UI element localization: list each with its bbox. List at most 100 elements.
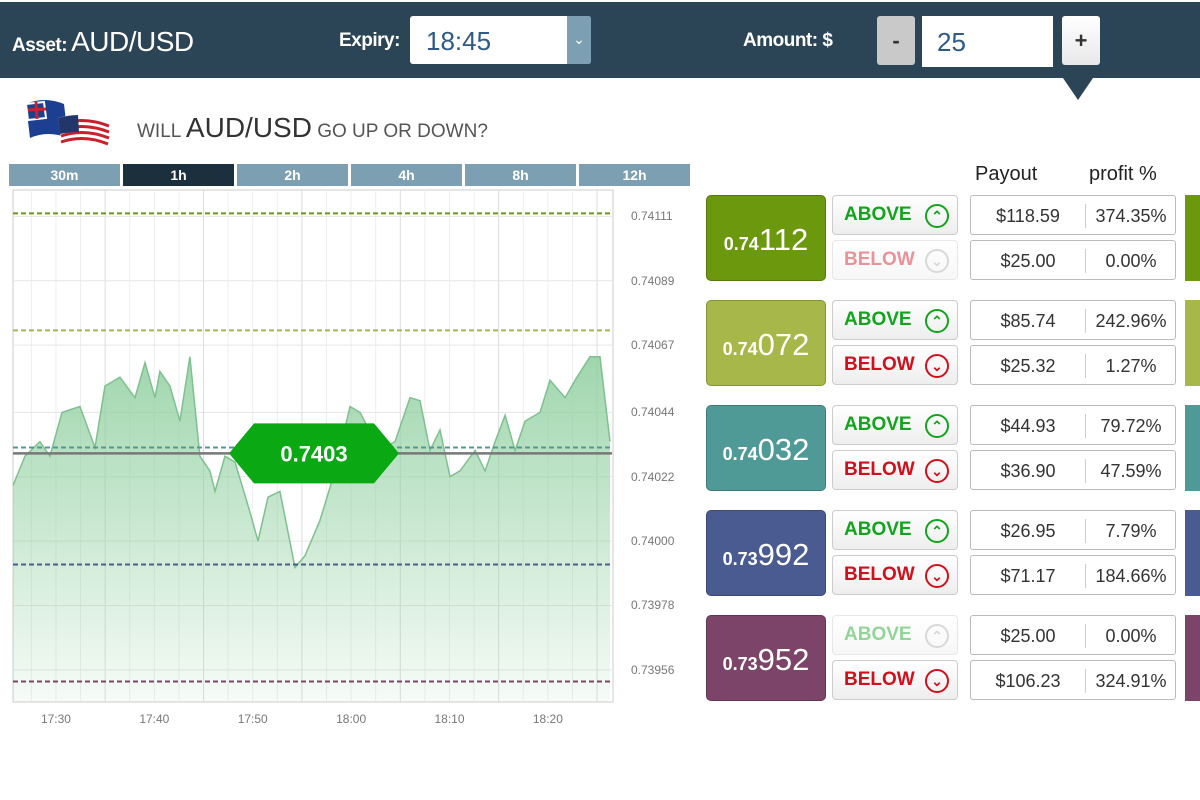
above-label: ABOVE bbox=[844, 414, 912, 435]
chevron-down-circle-icon: ⌄ bbox=[925, 669, 949, 693]
above-button[interactable]: ABOVE ⌃ bbox=[832, 615, 958, 655]
below-label: BELOW bbox=[844, 669, 915, 690]
profit-value: 0.00% bbox=[1105, 626, 1157, 646]
profit-value: 374.35% bbox=[1095, 206, 1167, 226]
below-label: BELOW bbox=[844, 249, 915, 270]
level-color-strip bbox=[1185, 510, 1200, 596]
chevron-down-circle-icon: ⌄ bbox=[925, 564, 949, 588]
y-tick-label: 0.74089 bbox=[631, 273, 675, 288]
timeframe-tab-8h[interactable]: 8h bbox=[465, 164, 576, 186]
below-button[interactable]: BELOW ⌄ bbox=[832, 345, 958, 385]
strike-price-digits: 032 bbox=[757, 432, 810, 467]
strike-price-digits: 992 bbox=[757, 537, 810, 572]
level-color-strip bbox=[1185, 300, 1200, 386]
strike-price-prefix: 0.74 bbox=[723, 234, 759, 254]
payout-value: $25.00 bbox=[1000, 626, 1056, 646]
y-tick-label: 0.74111 bbox=[631, 209, 673, 224]
strike-price-digits: 952 bbox=[757, 642, 810, 677]
strike-price-box: 0.74072 bbox=[706, 300, 826, 386]
profit-value: 79.72% bbox=[1100, 416, 1162, 436]
current-price-marker bbox=[229, 423, 399, 484]
timeframe-tab-1h[interactable]: 1h bbox=[123, 164, 234, 186]
profit-value: 184.66% bbox=[1095, 566, 1167, 586]
chevron-down-icon[interactable]: ⌄ bbox=[567, 16, 591, 64]
amount-label: Amount: $ bbox=[743, 30, 833, 51]
chevron-down-circle-icon: ⌄ bbox=[925, 354, 949, 378]
below-button[interactable]: BELOW ⌄ bbox=[832, 450, 958, 490]
payout-column-header: Payout bbox=[975, 163, 1038, 185]
payout-box: $26.95 7.79% bbox=[970, 510, 1176, 550]
payout-box: $25.00 0.00% bbox=[970, 240, 1176, 280]
timeframe-tab-30m[interactable]: 30m bbox=[9, 164, 120, 186]
price-line bbox=[12, 356, 611, 570]
below-button[interactable]: BELOW ⌄ bbox=[832, 660, 958, 700]
below-label: BELOW bbox=[844, 354, 915, 375]
y-tick-label: 0.73978 bbox=[631, 598, 675, 613]
below-button[interactable]: BELOW ⌄ bbox=[832, 240, 958, 280]
expiry-label: Expiry: bbox=[339, 30, 400, 51]
expiry-value: 18:45 bbox=[426, 26, 492, 56]
below-label: BELOW bbox=[844, 564, 915, 585]
x-tick-label: 18:00 bbox=[336, 712, 367, 726]
y-tick-label: 0.74067 bbox=[631, 338, 675, 353]
payout-box: $44.93 79.72% bbox=[970, 405, 1176, 445]
y-tick-label: 0.74044 bbox=[631, 405, 675, 420]
price-chart[interactable]: 0.7403 bbox=[0, 186, 700, 736]
aud-usd-flag-icon bbox=[24, 100, 110, 150]
payout-box: $71.17 184.66% bbox=[970, 555, 1176, 595]
above-button[interactable]: ABOVE ⌃ bbox=[832, 510, 958, 550]
strike-price-box: 0.73952 bbox=[706, 615, 826, 701]
chevron-up-circle-icon: ⌃ bbox=[925, 414, 949, 438]
payout-box: $106.23 324.91% bbox=[970, 660, 1176, 700]
question-heading: WILL AUD/USD GO UP OR DOWN? bbox=[137, 112, 488, 144]
timeframe-tab-2h[interactable]: 2h bbox=[237, 164, 348, 186]
expiry-select[interactable]: 18:45 ⌄ bbox=[410, 16, 591, 64]
payout-value: $25.32 bbox=[1000, 356, 1056, 376]
payout-box: $25.32 1.27% bbox=[970, 345, 1176, 385]
x-tick-label: 17:40 bbox=[139, 712, 170, 726]
payout-value: $26.95 bbox=[1000, 521, 1056, 541]
above-label: ABOVE bbox=[844, 624, 912, 645]
question-post: GO UP OR DOWN? bbox=[317, 121, 488, 142]
pointer-arrow bbox=[1063, 78, 1093, 100]
below-button[interactable]: BELOW ⌄ bbox=[832, 555, 958, 595]
asset-label: Asset: bbox=[12, 35, 68, 56]
profit-value: 242.96% bbox=[1095, 311, 1167, 331]
question-pre: WILL bbox=[137, 121, 181, 142]
profit-value: 47.59% bbox=[1100, 461, 1162, 481]
above-label: ABOVE bbox=[844, 309, 912, 330]
payout-box: $36.90 47.59% bbox=[970, 450, 1176, 490]
above-label: ABOVE bbox=[844, 519, 912, 540]
current-price-label: 0.7403 bbox=[280, 441, 347, 466]
payout-box: $85.74 242.96% bbox=[970, 300, 1176, 340]
strike-price-digits: 072 bbox=[757, 327, 810, 362]
payout-value: $25.00 bbox=[1000, 251, 1056, 271]
above-button[interactable]: ABOVE ⌃ bbox=[832, 195, 958, 235]
payout-value: $36.90 bbox=[1000, 461, 1056, 481]
strike-price-prefix: 0.74 bbox=[722, 444, 758, 464]
above-button[interactable]: ABOVE ⌃ bbox=[832, 300, 958, 340]
increase-amount-button[interactable]: + bbox=[1062, 16, 1100, 65]
payout-value: $106.23 bbox=[995, 671, 1061, 691]
timeframe-tab-4h[interactable]: 4h bbox=[351, 164, 462, 186]
x-tick-label: 17:50 bbox=[237, 712, 268, 726]
timeframe-tab-12h[interactable]: 12h bbox=[579, 164, 690, 186]
chevron-up-circle-icon: ⌃ bbox=[925, 309, 949, 333]
payout-value: $44.93 bbox=[1000, 416, 1056, 436]
chevron-down-circle-icon: ⌄ bbox=[925, 459, 949, 483]
profit-value: 7.79% bbox=[1105, 521, 1157, 541]
y-tick-label: 0.74000 bbox=[631, 534, 675, 549]
decrease-amount-button[interactable]: - bbox=[877, 16, 915, 65]
amount-input[interactable]: 25 bbox=[922, 16, 1053, 67]
level-color-strip bbox=[1185, 195, 1200, 281]
strike-price-prefix: 0.73 bbox=[722, 549, 758, 569]
chevron-up-circle-icon: ⌃ bbox=[925, 519, 949, 543]
above-button[interactable]: ABOVE ⌃ bbox=[832, 405, 958, 445]
profit-value: 324.91% bbox=[1095, 671, 1167, 691]
strike-price-box: 0.74032 bbox=[706, 405, 826, 491]
strike-price-box: 0.73992 bbox=[706, 510, 826, 596]
chevron-up-circle-icon: ⌃ bbox=[925, 204, 949, 228]
below-label: BELOW bbox=[844, 459, 915, 480]
strike-price-digits: 112 bbox=[758, 222, 809, 257]
price-area bbox=[13, 356, 610, 702]
